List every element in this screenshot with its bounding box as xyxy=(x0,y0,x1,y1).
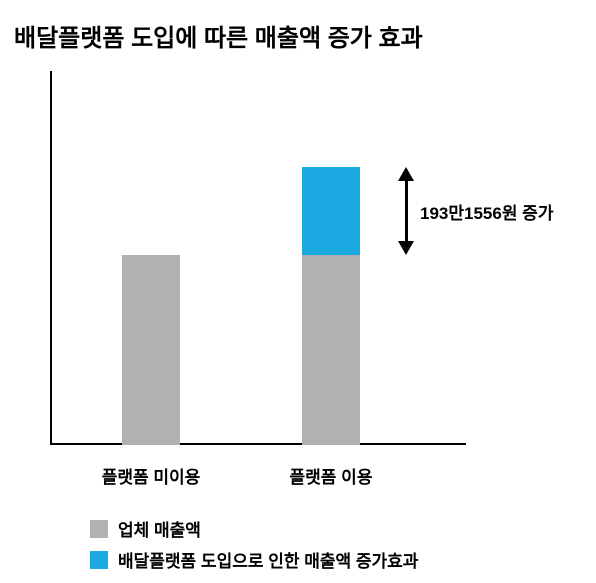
legend-swatch-1 xyxy=(90,551,108,569)
bar-chart: 플랫폼 미이용 플랫폼 이용 193만1556원 증가 xyxy=(14,71,596,495)
bar-1-seg-1 xyxy=(302,167,360,255)
increase-annotation-label: 193만1556원 증가 xyxy=(420,199,553,224)
legend-item-0: 업체 매출액 xyxy=(90,516,418,541)
bar-0 xyxy=(122,255,180,445)
double-arrow-icon xyxy=(398,167,414,255)
legend-label-0: 업체 매출액 xyxy=(118,516,201,541)
legend-label-1: 배달플랫폼 도입으로 인한 매출액 증가효과 xyxy=(118,547,418,572)
increase-annotation: 193만1556원 증가 xyxy=(398,167,553,255)
xlabel-0: 플랫폼 미이용 xyxy=(81,463,221,488)
xlabel-1: 플랫폼 이용 xyxy=(261,463,401,488)
bar-1 xyxy=(302,167,360,445)
chart-axes xyxy=(50,71,466,445)
bar-1-seg-0 xyxy=(302,255,360,445)
legend-swatch-0 xyxy=(90,520,108,538)
bar-0-seg-0 xyxy=(122,255,180,445)
chart-legend: 업체 매출액배달플랫폼 도입으로 인한 매출액 증가효과 xyxy=(90,516,418,578)
page-title: 배달플랫폼 도입에 따른 매출액 증가 효과 xyxy=(14,18,582,53)
legend-item-1: 배달플랫폼 도입으로 인한 매출액 증가효과 xyxy=(90,547,418,572)
